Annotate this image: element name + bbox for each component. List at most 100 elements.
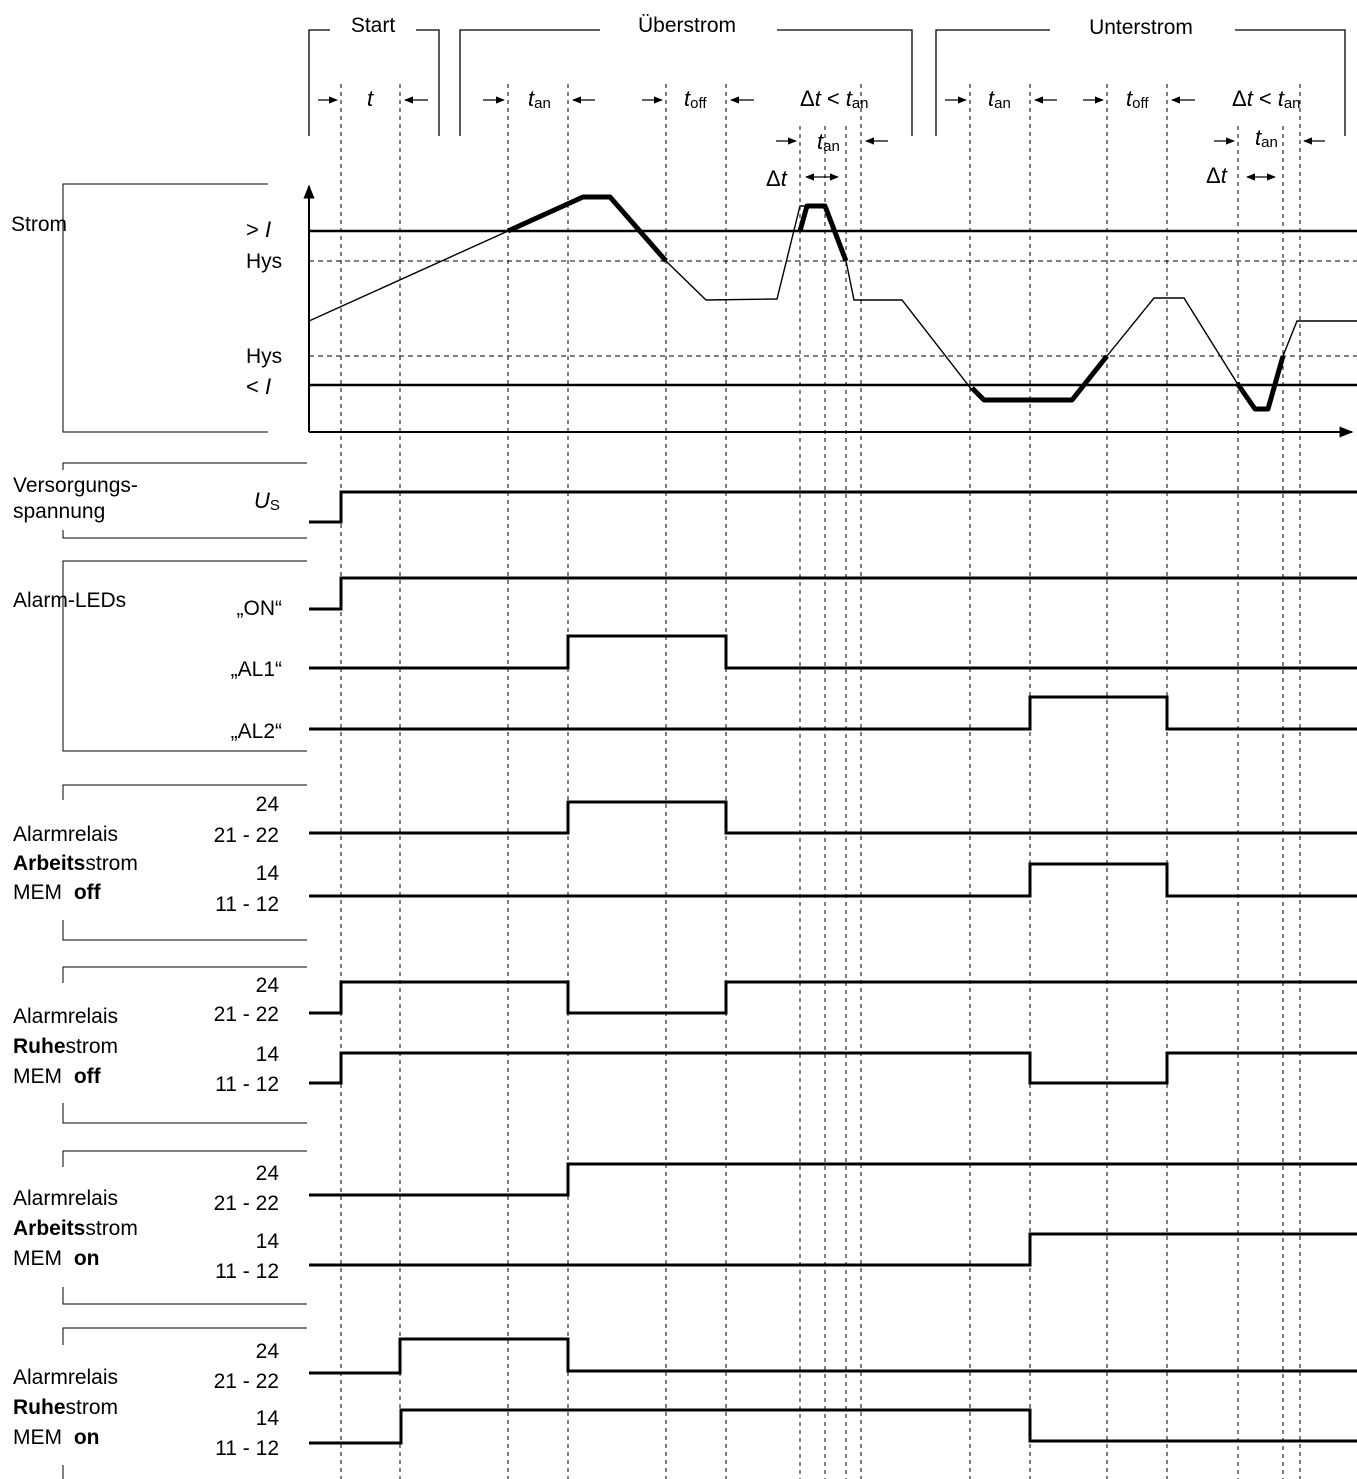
relay2-c24: 24 [256,974,280,997]
relay3-line1: Alarmrelais [13,1187,118,1210]
label-t-an-4: tan [1255,125,1278,151]
signal-led-on [309,576,1357,611]
relay2-line1: Alarmrelais [13,1005,118,1028]
label-t-off-1: toff [684,86,707,112]
label-delta-t-lt-t-an-1: Δt < tan [800,86,869,112]
section-brackets [62,462,307,1479]
led-al2-label: „AL2“ [231,720,282,743]
signal-led-al2 [309,695,1357,731]
relay2-bracket-bottom [62,1103,307,1124]
relay3-c24: 24 [256,1162,280,1185]
label-delta-t-2: Δt [1206,163,1228,188]
phase-start-label: Start [351,14,396,37]
relay2-bracket [62,966,307,983]
relay4-c24: 24 [256,1340,280,1363]
ueberstrom-bracket [459,29,600,136]
start-bracket [308,29,330,136]
under-alarm-segment-1 [970,354,1109,403]
timing-labels: t tan toff Δt < tan tan toff Δt < tan tan ta… [367,86,1301,191]
hys-upper-label: Hys [246,250,282,273]
over-alarm-segment-2 [797,203,849,262]
led-al1-label: „AL1“ [231,658,282,681]
relay-block-1-labels: 24 21 - 22 14 11 - 12 Alarmrelais Arbeit… [13,793,279,916]
signal-relay4-24 [309,1337,1357,1375]
relay-block-2-labels: 24 21 - 22 14 11 - 12 Alarmrelais Ruhest… [13,974,279,1096]
relay2-c11-12: 11 - 12 [215,1073,279,1096]
relay2-line3: MEM off [13,1065,102,1088]
signal-relay2-14 [309,1051,1357,1085]
supply-bracket-bottom [62,530,307,539]
relay1-c11-12: 11 - 12 [215,893,279,916]
over-alarm-segment-1 [506,194,668,263]
relay3-line2: Arbeitsstrom [13,1217,138,1240]
over-threshold-label: > I [246,217,271,242]
label-delta-t-lt-t-an-2: Δt < tan [1232,86,1301,112]
phase-ueberstrom-label: Überstrom [638,14,736,37]
label-t: t [367,86,374,111]
supply-symbol: US [254,488,280,514]
relay2-c14: 14 [256,1043,280,1066]
unterstrom-bracket-right [1235,29,1346,136]
signal-relay1-24 [309,800,1357,835]
relay1-bracket [62,784,307,800]
leds-title: Alarm-LEDs [13,589,126,612]
hys-lower-label: Hys [246,345,282,368]
relay3-bracket [62,1150,307,1167]
relay1-c21-22: 21 - 22 [214,824,279,847]
label-t-an-1: tan [528,86,551,112]
supply-bracket [62,462,307,470]
unterstrom-bracket [935,29,1050,136]
relay3-bracket-bottom [62,1287,307,1305]
label-t-an-3: tan [817,129,840,155]
led-on-label: „ON“ [237,597,283,620]
signal-us [309,490,1357,524]
relay4-bracket [62,1327,307,1345]
label-t-off-2: toff [1126,86,1149,112]
start-bracket-right [416,29,440,136]
signal-relay4-14 [309,1408,1357,1445]
timing-arrows [318,96,1325,181]
strom-title: Strom [11,213,67,236]
relay3-c11-12: 11 - 12 [215,1260,279,1283]
relay2-line2: Ruhestrom [13,1035,118,1058]
relay4-line3: MEM on [13,1426,99,1449]
under-threshold-label: < I [246,374,271,399]
relay4-line1: Alarmrelais [13,1366,118,1389]
ueberstrom-bracket-right [777,29,913,136]
label-delta-t-1: Δt [766,166,788,191]
leds-bracket [62,560,307,752]
relay-block-3-labels: 24 21 - 22 14 11 - 12 Alarmrelais Arbeit… [13,1162,279,1283]
relay1-line2: Arbeitsstrom [13,852,138,875]
relay4-c21-22: 21 - 22 [214,1370,279,1393]
supply-label-1: Versorgungs- [13,474,138,497]
signal-relay3-24 [309,1162,1357,1197]
relay3-c21-22: 21 - 22 [214,1192,279,1215]
relay1-line1: Alarmrelais [13,823,118,846]
phase-unterstrom-label: Unterstrom [1089,16,1193,39]
relay4-c14: 14 [256,1407,280,1430]
relay1-c14: 14 [256,862,280,885]
supply-label-2: spannung [13,500,105,523]
time-gridlines [340,84,1301,1479]
label-t-an-2: tan [988,86,1011,112]
signal-led-al1 [309,634,1357,670]
strom-section: Strom > I Hys Hys < I [11,183,1357,438]
strom-bracket [62,183,268,433]
under-alarm-segment-2 [1234,355,1286,412]
signal-relay3-14 [309,1232,1357,1267]
relay3-c14: 14 [256,1230,280,1253]
relay1-line3: MEM off [13,881,102,904]
relay3-line3: MEM on [13,1247,99,1270]
signal-traces [309,490,1357,1445]
relay1-c24: 24 [256,793,280,816]
alarm-segments [506,194,1286,412]
signal-relay2-24 [309,980,1357,1015]
relay4-line2: Ruhestrom [13,1396,118,1419]
signal-relay1-14 [309,862,1357,898]
phase-brackets [308,29,1346,136]
relay4-c11-12: 11 - 12 [215,1437,279,1460]
relay1-bracket-bottom [62,920,307,941]
relay-block-4-labels: 24 21 - 22 14 11 - 12 Alarmrelais Ruhest… [13,1340,279,1460]
relay2-c21-22: 21 - 22 [214,1003,279,1026]
